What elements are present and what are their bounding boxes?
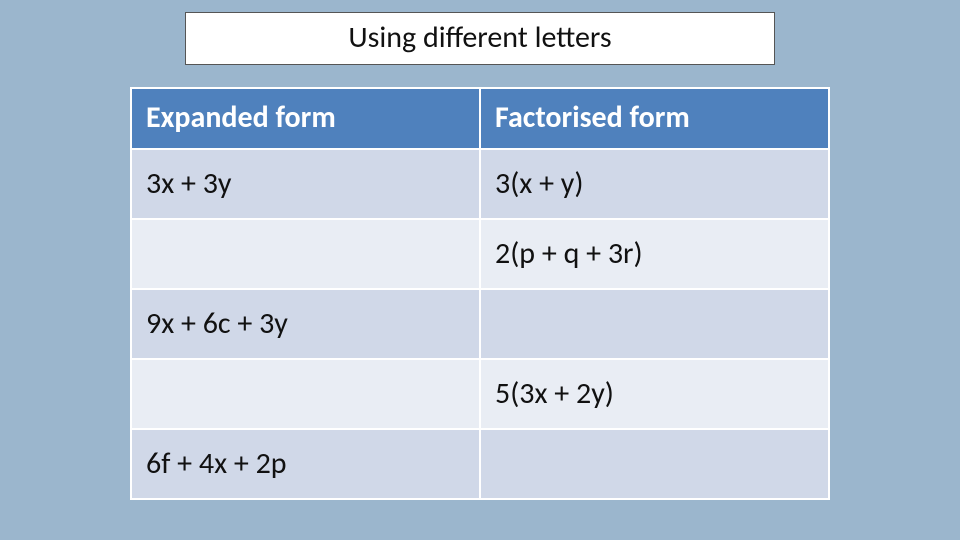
cell-expanded [131,219,480,289]
cell-expanded [131,359,480,429]
table-row: 9x + 6c + 3y [131,289,829,359]
header-expanded: Expanded form [131,88,480,149]
cell-expanded: 9x + 6c + 3y [131,289,480,359]
cell-factorised [480,289,829,359]
cell-factorised: 5(3x + 2y) [480,359,829,429]
header-factorised: Factorised form [480,88,829,149]
cell-expanded: 6f + 4x + 2p [131,429,480,499]
table-header-row: Expanded form Factorised form [131,88,829,149]
cell-factorised: 3(x + y) [480,149,829,219]
cell-factorised [480,429,829,499]
factorise-table: Expanded form Factorised form 3x + 3y 3(… [130,87,830,500]
table-row: 6f + 4x + 2p [131,429,829,499]
cell-expanded: 3x + 3y [131,149,480,219]
page-title: Using different letters [185,12,775,65]
cell-factorised: 2(p + q + 3r) [480,219,829,289]
table-row: 3x + 3y 3(x + y) [131,149,829,219]
table-row: 2(p + q + 3r) [131,219,829,289]
table-row: 5(3x + 2y) [131,359,829,429]
